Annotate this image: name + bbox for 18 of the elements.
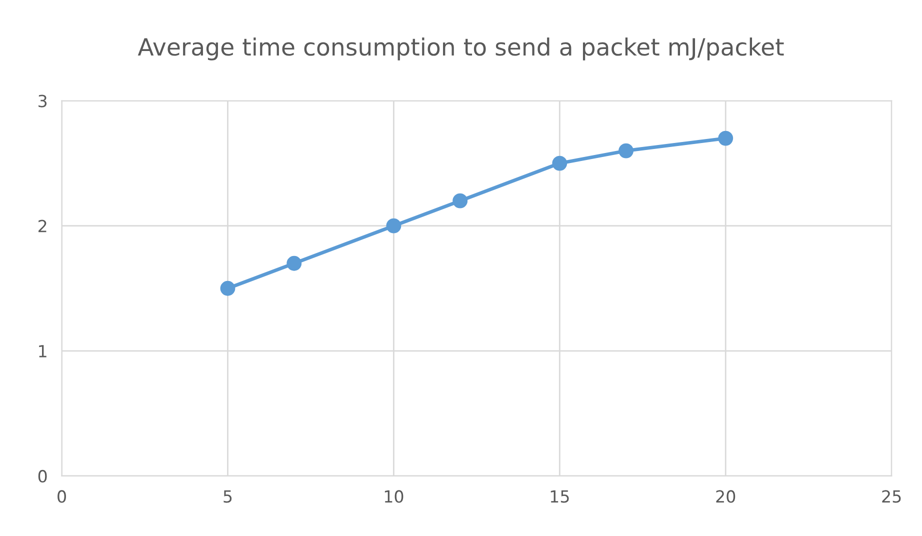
point <box>618 143 634 158</box>
x-tick-label: 20 <box>716 490 736 503</box>
x-tick-label: 15 <box>550 490 569 503</box>
point <box>552 156 568 171</box>
point <box>220 280 236 296</box>
point <box>286 256 302 271</box>
y-tick-label: 2 <box>38 220 46 232</box>
point <box>452 193 468 208</box>
point <box>718 130 734 146</box>
x-tick-label: 25 <box>882 490 901 503</box>
x-tick-label: 10 <box>384 490 404 503</box>
y-tick-label: 1 <box>39 345 46 358</box>
x-tick-label: 0 <box>58 490 66 503</box>
chart-title: Average time consumption to send a packet mJ/packet <box>138 38 784 60</box>
y-tick-label: 3 <box>38 94 47 108</box>
x-tick-label: 5 <box>224 490 232 503</box>
point <box>386 218 402 234</box>
y-tick-label: 0 <box>38 470 47 483</box>
